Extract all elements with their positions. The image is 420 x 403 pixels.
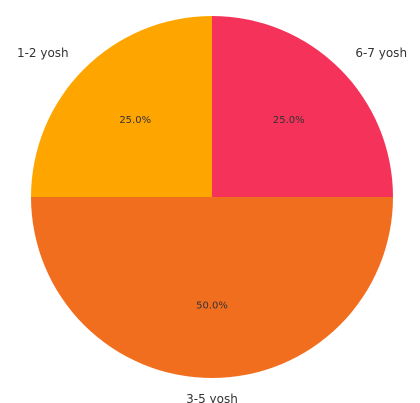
pie-category-label-2: 3-5 yosh [186, 392, 238, 403]
pie-category-label-3: 1-2 yosh [17, 46, 69, 60]
pie-percent-label-1: 25.0% [273, 115, 305, 126]
pie-slice-3 [31, 16, 212, 197]
pie-slice-1 [212, 16, 393, 197]
pie-category-label-1: 6-7 yosh [355, 46, 407, 60]
pie-slice-2 [31, 197, 393, 378]
pie-percent-label-2: 50.0% [196, 301, 228, 312]
pie-percent-label-3: 25.0% [119, 115, 151, 126]
